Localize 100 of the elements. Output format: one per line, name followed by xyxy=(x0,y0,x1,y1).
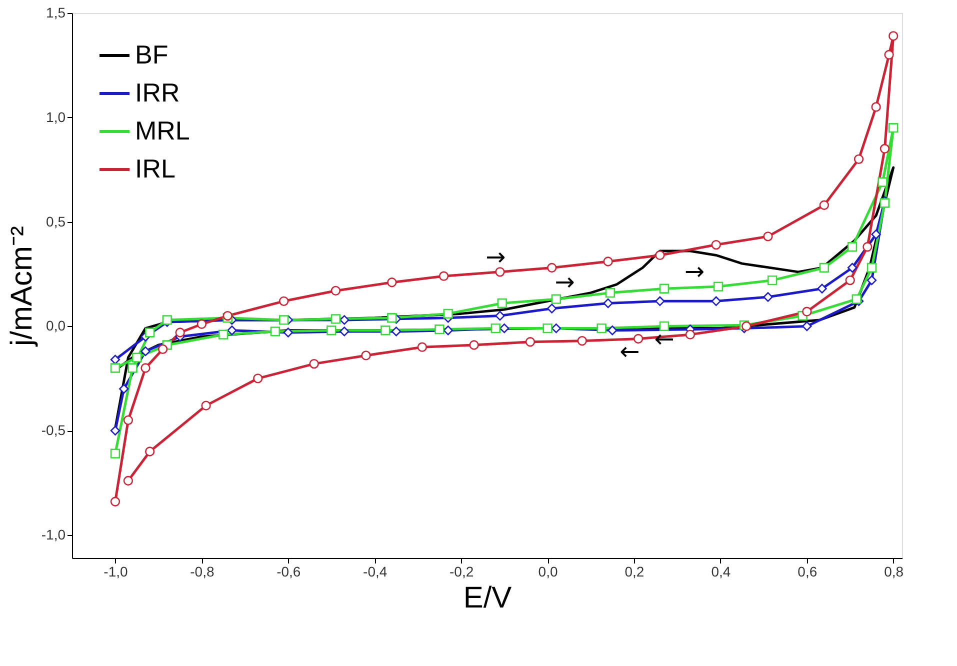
point xyxy=(852,294,862,304)
point xyxy=(443,326,453,336)
point xyxy=(110,496,120,506)
x-tick-label: -0,4 xyxy=(363,564,388,580)
point xyxy=(330,286,341,296)
annotation: → xyxy=(684,258,705,286)
point xyxy=(326,326,336,336)
legend-label: IRR xyxy=(135,78,180,108)
point xyxy=(802,306,812,316)
point xyxy=(110,363,120,373)
point xyxy=(490,323,500,334)
point xyxy=(871,102,881,112)
point xyxy=(603,298,613,308)
point xyxy=(361,350,371,360)
point xyxy=(871,230,881,240)
point xyxy=(525,337,536,347)
x-tick-label: -0,2 xyxy=(450,564,474,580)
point xyxy=(128,363,138,373)
point xyxy=(119,384,129,394)
point xyxy=(685,330,696,340)
point xyxy=(845,275,855,286)
point xyxy=(499,323,510,334)
annotation: → xyxy=(486,242,506,271)
x-tick-label: 0,8 xyxy=(884,564,904,580)
y-axis-title: j/mAcm⁻² xyxy=(5,226,38,347)
point xyxy=(608,326,618,336)
point xyxy=(495,310,505,321)
annotation: ← xyxy=(620,338,640,366)
point xyxy=(655,296,665,306)
point xyxy=(144,328,155,338)
point xyxy=(123,476,134,486)
point xyxy=(218,330,228,340)
legend-label: BF xyxy=(135,40,168,70)
point xyxy=(227,326,237,336)
point xyxy=(132,352,142,362)
y-tick-label: 1,0 xyxy=(46,108,66,125)
point xyxy=(888,123,898,133)
point xyxy=(140,363,150,373)
point xyxy=(711,240,721,250)
point xyxy=(387,278,397,288)
x-tick-label: 0,0 xyxy=(538,564,558,580)
point xyxy=(817,284,827,294)
point xyxy=(551,294,561,304)
point xyxy=(222,310,232,321)
y-tick-label: -0,5 xyxy=(41,422,66,438)
point xyxy=(201,400,211,410)
point xyxy=(633,334,644,344)
annotation: → xyxy=(554,268,575,296)
point xyxy=(547,262,557,273)
point xyxy=(196,319,207,329)
y-tick-label: 0,5 xyxy=(46,213,66,230)
point xyxy=(866,262,877,273)
x-tick-label: 0,2 xyxy=(624,564,644,580)
point xyxy=(884,50,894,60)
point xyxy=(605,288,616,298)
point xyxy=(542,323,552,334)
point xyxy=(603,256,613,266)
point xyxy=(340,326,350,336)
x-tick-label: 0,4 xyxy=(711,564,731,580)
point xyxy=(434,324,444,334)
point xyxy=(713,282,724,292)
point xyxy=(659,284,670,294)
point xyxy=(577,336,587,346)
point xyxy=(888,31,898,41)
x-tick-label: -0,6 xyxy=(276,564,301,580)
point xyxy=(547,304,557,314)
x-tick-label: -1,0 xyxy=(104,564,128,580)
point xyxy=(123,415,134,426)
point xyxy=(391,326,402,336)
point xyxy=(767,275,778,286)
point xyxy=(438,271,449,281)
point xyxy=(330,314,341,324)
point xyxy=(819,200,830,210)
point xyxy=(847,242,858,252)
point xyxy=(278,315,289,325)
point xyxy=(309,358,319,369)
point xyxy=(742,321,752,332)
point xyxy=(763,232,773,242)
y-tick-label: 0,0 xyxy=(46,318,66,334)
point xyxy=(847,262,858,273)
point xyxy=(854,154,864,164)
point xyxy=(175,328,185,338)
point xyxy=(340,315,350,325)
point xyxy=(144,446,155,456)
point xyxy=(387,313,397,323)
x-tick-label: -0,8 xyxy=(190,564,214,580)
legend-label: MRL xyxy=(135,116,190,146)
point xyxy=(819,262,830,273)
point xyxy=(158,344,168,354)
point xyxy=(878,177,888,187)
point xyxy=(417,342,427,352)
x-tick-label: 0,6 xyxy=(798,564,818,580)
point xyxy=(278,296,289,306)
point xyxy=(469,340,479,350)
point xyxy=(551,323,561,334)
point xyxy=(495,267,505,277)
y-tick-label: 1,5 xyxy=(46,4,66,20)
point xyxy=(802,321,812,332)
point xyxy=(283,328,293,338)
point xyxy=(880,198,890,208)
